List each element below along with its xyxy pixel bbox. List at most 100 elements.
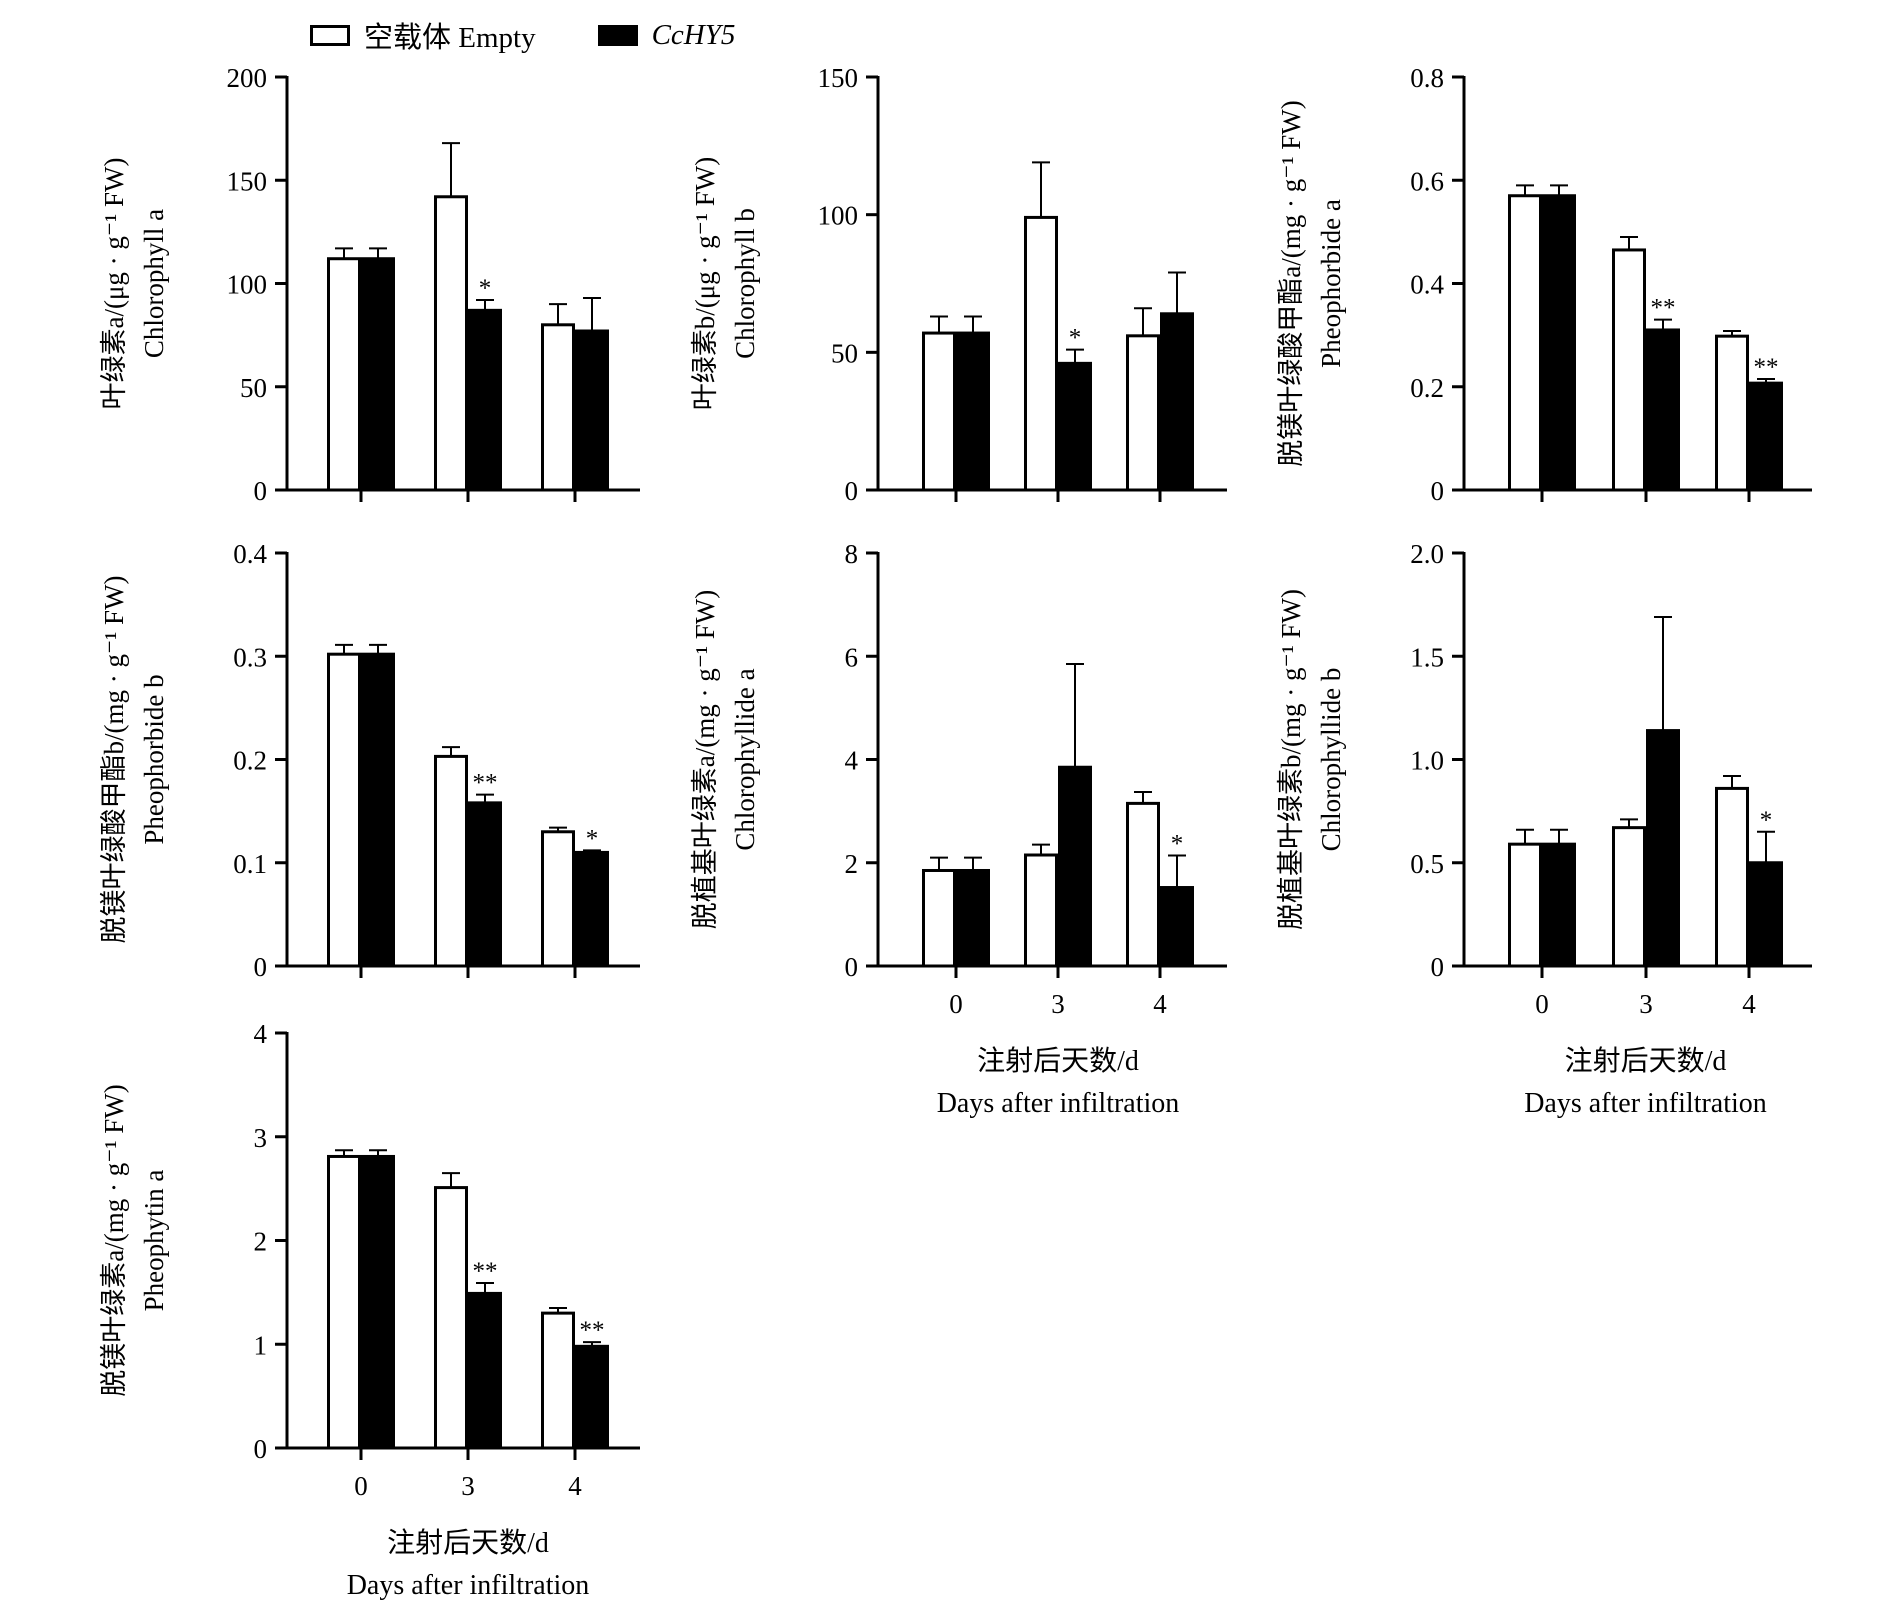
x-tick-label: 4 bbox=[568, 1471, 582, 1501]
bar-cchy5 bbox=[468, 801, 502, 968]
panel-5: 0 0.5 1.0 1.5 2.0 0 3 4 * 脱植基叶绿素b/(mg · g⁻¹ FW) Ch… bbox=[1276, 539, 1812, 1119]
y-tick-label: 8 bbox=[845, 539, 859, 569]
y-tick-label: 200 bbox=[227, 63, 268, 93]
bar-cchy5 bbox=[575, 329, 609, 492]
bar-cchy5 bbox=[1542, 842, 1576, 968]
legend-label-empty: 空载体 Empty bbox=[364, 22, 536, 54]
bar-empty bbox=[541, 323, 575, 492]
y-tick-label: 150 bbox=[227, 166, 268, 196]
significance-mark: * bbox=[1069, 325, 1082, 352]
significance-mark: * bbox=[1171, 831, 1184, 858]
bar-empty bbox=[327, 257, 361, 492]
y-tick-label: 0.5 bbox=[1410, 849, 1444, 879]
bar-empty bbox=[1715, 334, 1749, 492]
bar-cchy5 bbox=[956, 331, 990, 492]
y-tick-label: 4 bbox=[845, 746, 859, 776]
y-tick-label: 4 bbox=[254, 1019, 268, 1049]
bar-empty bbox=[922, 868, 956, 968]
bar-cchy5 bbox=[1058, 361, 1092, 492]
bar-empty bbox=[922, 331, 956, 492]
bar-cchy5 bbox=[1058, 765, 1092, 968]
y-tick-label: 0.8 bbox=[1410, 63, 1444, 93]
bar-cchy5 bbox=[361, 1154, 395, 1450]
bar-empty bbox=[1612, 826, 1646, 968]
bar-empty bbox=[327, 652, 361, 968]
y-tick-label: 2 bbox=[254, 1227, 268, 1257]
legend-label-cchy5: CcHY5 bbox=[651, 18, 736, 51]
y-tick-label: 0.3 bbox=[233, 642, 267, 672]
bar-empty bbox=[1024, 215, 1058, 492]
bar-empty bbox=[434, 754, 468, 968]
bar-cchy5 bbox=[1160, 886, 1194, 968]
bar-cchy5 bbox=[361, 257, 395, 492]
y-axis-label-cn: 脱植基叶绿素a/(mg · g⁻¹ FW) bbox=[690, 590, 720, 930]
y-tick-label: 0.4 bbox=[233, 539, 267, 569]
panel-6: 0 1 2 3 4 0 3 4 ** ** 脱镁叶绿素a/(mg · g⁻¹ FW) Pheophyt… bbox=[99, 1019, 640, 1601]
panel-1: 0 50 100 150 * 叶绿素b/(μg · g⁻¹ FW) Chlorophyll … bbox=[690, 63, 1227, 506]
significance-mark: ** bbox=[1754, 354, 1779, 381]
x-axis-label-en: Days after infiltration bbox=[1524, 1088, 1767, 1119]
y-tick-label: 0 bbox=[254, 1434, 268, 1464]
y-tick-label: 1.5 bbox=[1410, 642, 1444, 672]
significance-mark: * bbox=[586, 825, 599, 852]
bar-empty bbox=[1612, 248, 1646, 492]
y-tick-label: 100 bbox=[227, 270, 268, 300]
bar-empty bbox=[1508, 842, 1542, 968]
x-axis-label-cn: 注射后天数/d bbox=[977, 1045, 1139, 1077]
y-tick-label: 0 bbox=[254, 952, 268, 982]
y-tick-label: 0.1 bbox=[233, 849, 267, 879]
bar-cchy5 bbox=[1160, 312, 1194, 492]
panel-4: 0 2 4 6 8 0 3 4 * 脱植基叶绿素a/(mg · g⁻¹ FW) Chlorophyl… bbox=[690, 539, 1227, 1119]
y-tick-label: 0.2 bbox=[1410, 373, 1444, 403]
bar-cchy5 bbox=[1646, 328, 1680, 492]
significance-mark: * bbox=[1760, 807, 1773, 834]
significance-mark: * bbox=[479, 275, 492, 302]
x-axis-label-en: Days after infiltration bbox=[347, 1570, 590, 1601]
bar-empty bbox=[434, 1186, 468, 1450]
significance-mark: ** bbox=[473, 1258, 498, 1285]
y-tick-label: 0 bbox=[1431, 952, 1445, 982]
bar-cchy5 bbox=[575, 850, 609, 968]
legend-item-empty: 空载体 Empty bbox=[310, 14, 536, 56]
y-tick-label: 1 bbox=[254, 1330, 268, 1360]
bar-empty bbox=[1715, 786, 1749, 968]
y-tick-label: 50 bbox=[240, 373, 267, 403]
x-tick-label: 4 bbox=[1153, 989, 1167, 1019]
x-axis-label-cn: 注射后天数/d bbox=[387, 1527, 549, 1559]
bar-empty bbox=[327, 1154, 361, 1450]
y-tick-label: 0 bbox=[1431, 476, 1445, 506]
significance-mark: ** bbox=[473, 770, 498, 797]
x-tick-label: 0 bbox=[1535, 989, 1549, 1019]
y-axis-label-en: Pheophorbide a bbox=[1316, 199, 1346, 368]
panel-0: 0 50 100 150 200 * 叶绿素a/(μg · g⁻¹ FW) Chlorophy… bbox=[99, 63, 640, 506]
bar-empty bbox=[1126, 801, 1160, 968]
y-tick-label: 1.0 bbox=[1410, 746, 1444, 776]
y-tick-label: 0 bbox=[254, 476, 268, 506]
bar-empty bbox=[541, 830, 575, 968]
legend-swatch-cchy5 bbox=[597, 24, 638, 46]
y-axis-label-en: Pheophytin a bbox=[139, 1170, 169, 1312]
y-tick-label: 150 bbox=[818, 63, 859, 93]
y-axis-label-en: Chlorophyll a bbox=[139, 209, 169, 358]
y-tick-label: 0.4 bbox=[1410, 270, 1444, 300]
y-tick-label: 0 bbox=[845, 476, 859, 506]
bar-cchy5 bbox=[361, 652, 395, 968]
bar-cchy5 bbox=[1749, 861, 1783, 968]
x-tick-label: 0 bbox=[354, 1471, 368, 1501]
legend: 空载体 Empty CcHY5 bbox=[310, 14, 797, 56]
y-axis-label-cn: 叶绿素b/(μg · g⁻¹ FW) bbox=[690, 157, 720, 411]
x-tick-label: 0 bbox=[949, 989, 963, 1019]
y-axis-label-en: Chlorophyllide a bbox=[730, 668, 760, 850]
y-tick-label: 0.2 bbox=[233, 746, 267, 776]
bar-cchy5 bbox=[468, 1291, 502, 1450]
y-axis-label-cn: 脱镁叶绿素a/(mg · g⁻¹ FW) bbox=[99, 1084, 129, 1397]
bar-empty bbox=[1126, 334, 1160, 492]
y-tick-label: 2.0 bbox=[1410, 539, 1444, 569]
bar-cchy5 bbox=[1749, 381, 1783, 492]
y-axis-label-cn: 脱镁叶绿酸甲酯a/(mg · g⁻¹ FW) bbox=[1276, 100, 1306, 467]
bar-empty bbox=[1508, 194, 1542, 492]
y-tick-label: 3 bbox=[254, 1123, 268, 1153]
bar-cchy5 bbox=[956, 868, 990, 968]
legend-item-cchy5: CcHY5 bbox=[597, 18, 736, 52]
